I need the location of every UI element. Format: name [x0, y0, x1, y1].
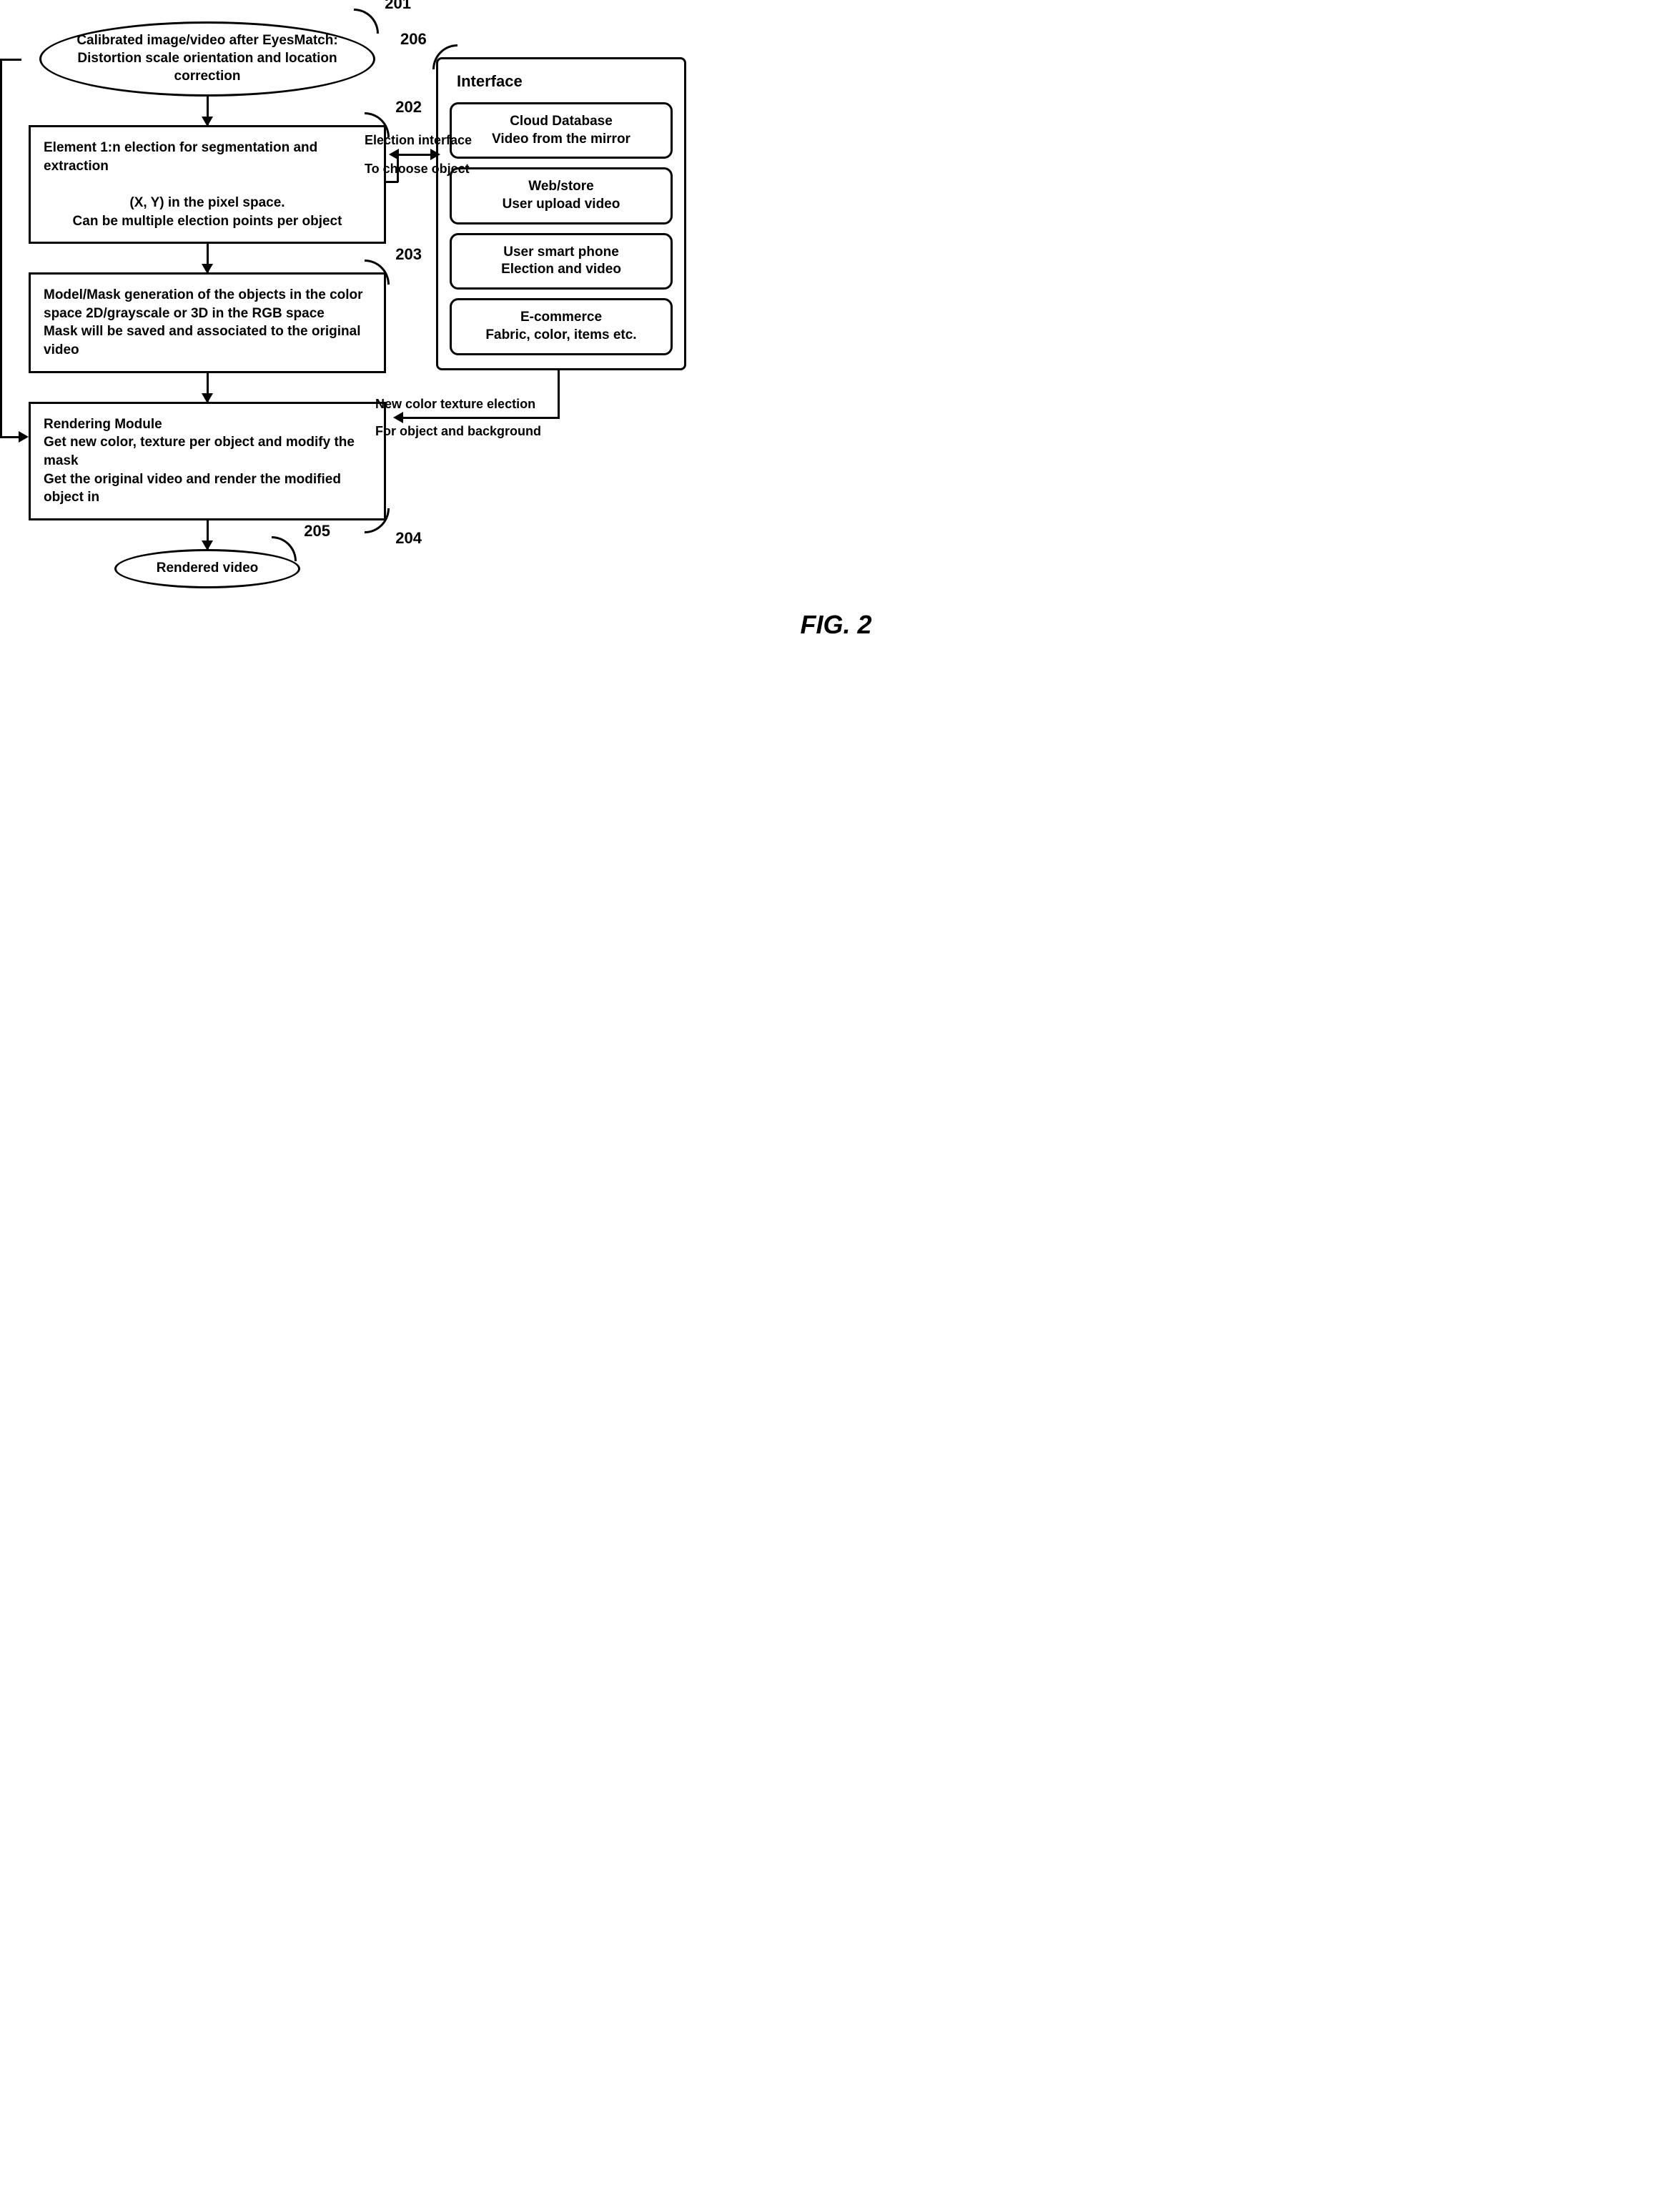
node-206-interface: Interface Cloud Database Video from the … [436, 57, 686, 370]
connector-line [402, 417, 560, 419]
interface-item-ecommerce: E-commerce Fabric, color, items etc. [450, 298, 673, 355]
interface-item-line2: Video from the mirror [492, 132, 630, 147]
flowchart-diagram: Calibrated image/video after EyesMatch: … [21, 21, 1651, 588]
ref-pointer-icon [354, 9, 379, 34]
connector-line [0, 59, 21, 61]
ref-pointer-icon [365, 260, 390, 285]
interface-item-smartphone: User smart phone Election and video [450, 233, 673, 290]
arrowhead-right-icon [19, 431, 29, 443]
interface-item-line2: Fabric, color, items etc. [485, 327, 636, 342]
interface-item-line1: Cloud Database [510, 114, 613, 129]
node-202-line1: Element 1:n election for segmentation an… [44, 140, 317, 174]
node-204-rendering: Rendering Module Get new color, texture … [29, 402, 386, 520]
interface-item-line2: User upload video [503, 197, 620, 212]
connector-line [386, 181, 398, 183]
ref-204: 204 [395, 529, 422, 548]
ref-pointer-icon [432, 44, 457, 69]
node-203-line1: Model/Mask generation of the objects in … [44, 287, 363, 321]
ref-201: 201 [385, 0, 411, 13]
figure-label: FIG. 2 [21, 610, 1651, 640]
interface-item-line2: Election and video [501, 262, 621, 277]
node-202-line3: Can be multiple election points per obje… [44, 212, 371, 231]
node-203-line2: Mask will be saved and associated to the… [44, 324, 360, 357]
ref-202: 202 [395, 98, 422, 117]
interface-item-line1: E-commerce [520, 310, 602, 325]
arrow-down-icon [207, 244, 209, 272]
interface-title: Interface [457, 72, 673, 91]
node-203-model-mask: Model/Mask generation of the objects in … [29, 272, 386, 373]
node-204-line2: Get new color, texture per object and mo… [44, 435, 355, 468]
edge-label-line1: New color texture election [375, 396, 535, 413]
node-205-text: Rendered video [157, 560, 259, 578]
interface-item-webstore: Web/store User upload video [450, 167, 673, 224]
left-column: Calibrated image/video after EyesMatch: … [21, 21, 393, 588]
right-column: Interface Cloud Database Video from the … [436, 21, 693, 588]
interface-item-line1: User smart phone [503, 245, 619, 260]
node-202-line2: (X, Y) in the pixel space. [44, 194, 371, 212]
node-201-text: Calibrated image/video after EyesMatch: … [63, 32, 352, 85]
arrow-down-icon [207, 97, 209, 125]
edge-label-line2: For object and background [375, 423, 541, 440]
connector-line [397, 154, 432, 156]
node-204-line1: Rendering Module [44, 417, 162, 432]
interface-item-cloud: Cloud Database Video from the mirror [450, 102, 673, 159]
ref-205: 205 [304, 522, 330, 540]
node-202-election: Element 1:n election for segmentation an… [29, 125, 386, 244]
edge-label-line2: To choose object [365, 161, 470, 177]
arrowhead-left-icon [393, 412, 403, 423]
connector-line [397, 154, 399, 182]
connector-line [558, 368, 560, 418]
arrowhead-right-icon [430, 149, 440, 160]
arrow-down-icon [207, 520, 209, 549]
arrow-down-icon [207, 373, 209, 402]
ref-206: 206 [400, 30, 427, 49]
node-204-line3: Get the original video and render the mo… [44, 472, 341, 505]
ref-203: 203 [395, 245, 422, 264]
ref-pointer-icon [272, 536, 297, 561]
ref-pointer-icon [365, 508, 390, 533]
edge-label-line1: Election interface [365, 132, 472, 149]
interface-item-line1: Web/store [528, 179, 594, 194]
node-201-calibrated-image: Calibrated image/video after EyesMatch: … [39, 21, 375, 97]
connector-line [0, 59, 2, 438]
